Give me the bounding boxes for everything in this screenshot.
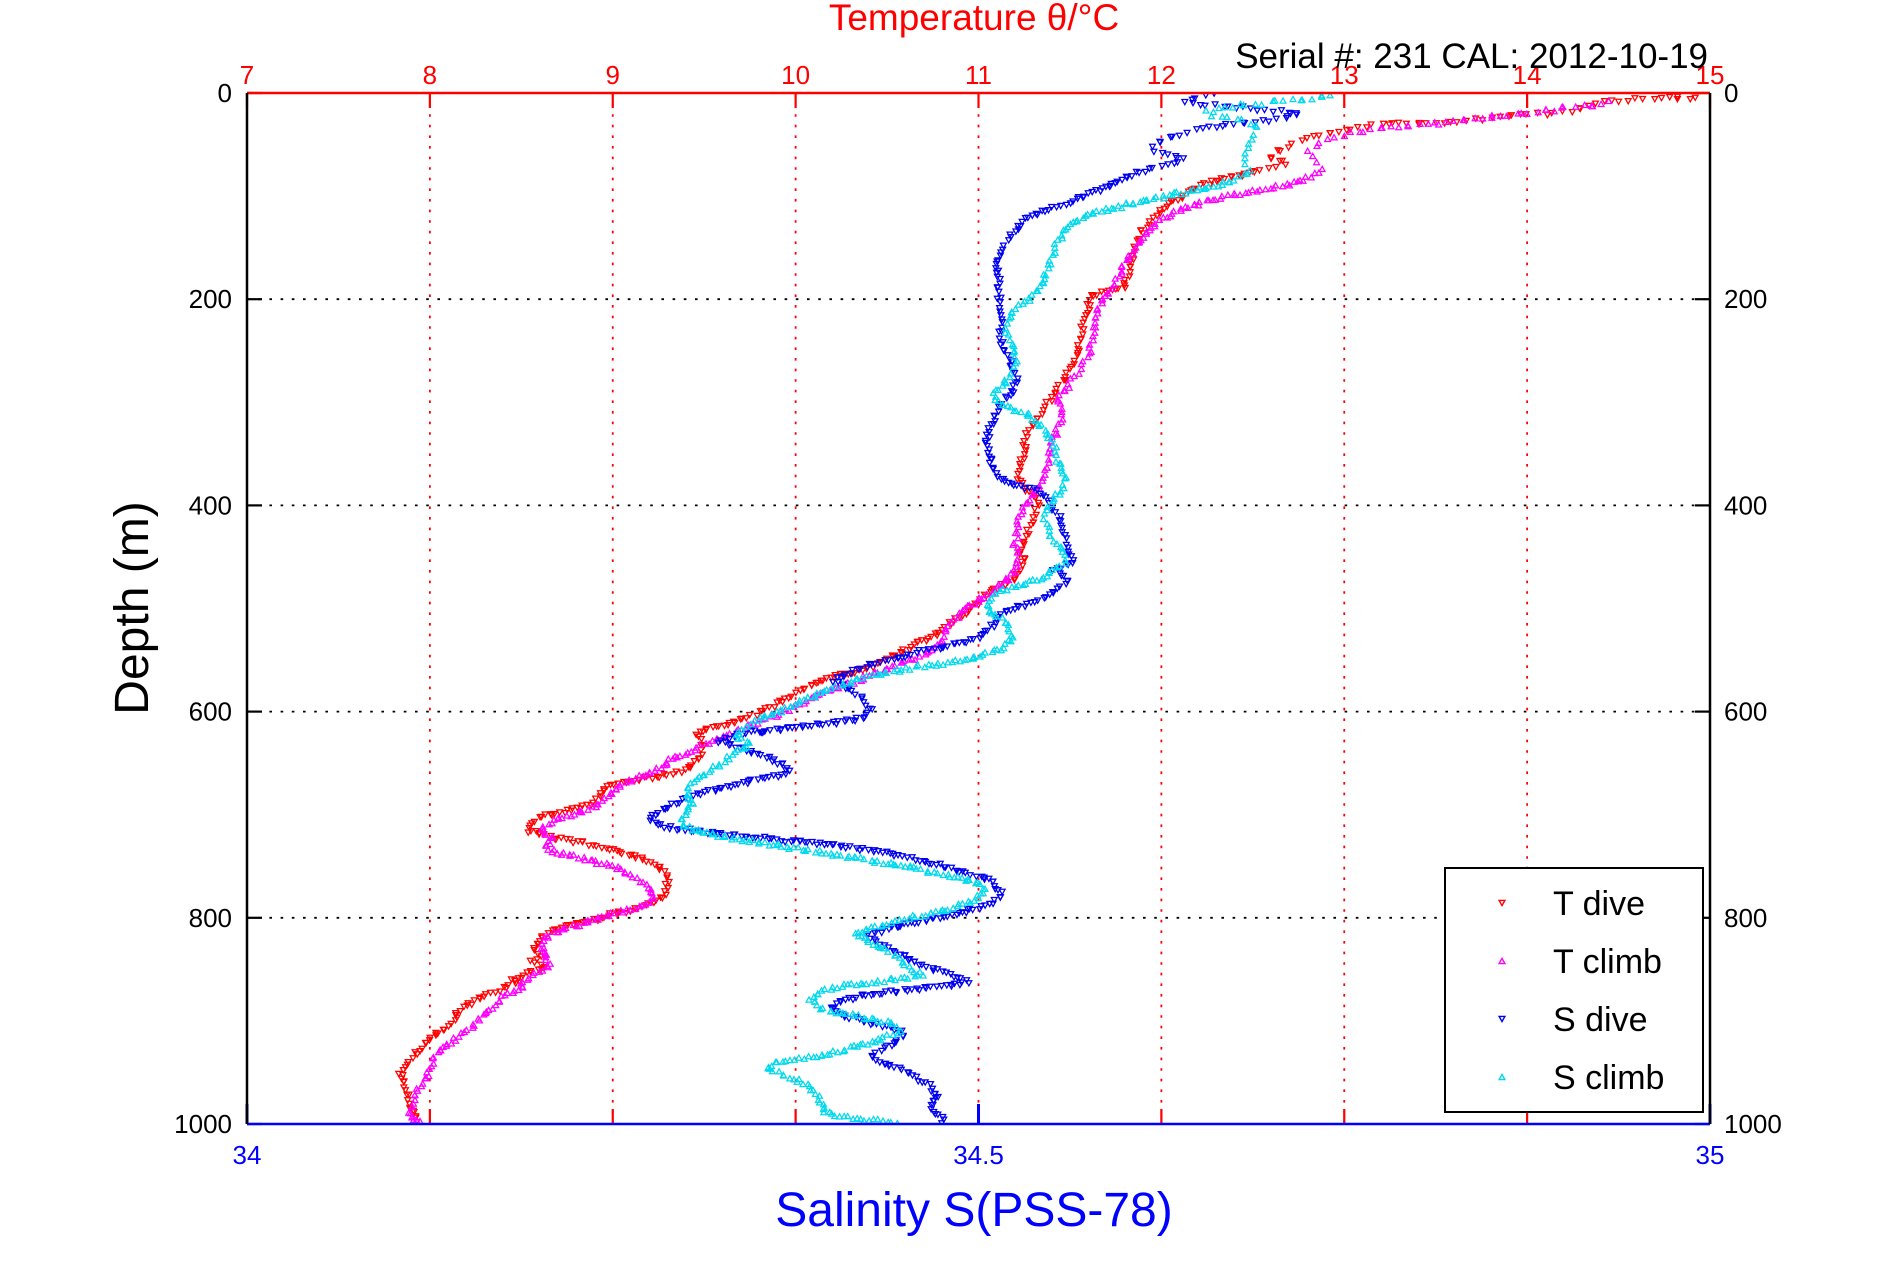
series-s-dive <box>646 93 1301 1124</box>
axis-tick-labels: 7 8 9 10 11 12 13 14 15 34 34.5 35 0 0 200 200 400 400 600… <box>174 60 1782 1170</box>
tick-label: 400 <box>1724 490 1767 520</box>
tick-label: 200 <box>189 284 232 314</box>
tick-label: 400 <box>189 490 232 520</box>
series-s-climb <box>677 93 1335 1124</box>
legend: T dive T climb S dive S climb <box>1444 867 1704 1113</box>
legend-box <box>1444 867 1704 1113</box>
tick-label: 14 <box>1513 60 1542 90</box>
legend-label-s-dive: S dive <box>1553 1001 1648 1039</box>
tick-label: 1000 <box>1724 1109 1782 1139</box>
tick-label: 0 <box>1724 78 1738 108</box>
x-axis-label-salinity: Salinity S(PSS-78) <box>775 1184 1172 1237</box>
tick-label: 600 <box>1724 697 1767 727</box>
tick-label: 1000 <box>174 1109 232 1139</box>
tick-label: 10 <box>781 60 810 90</box>
chart-title: Temperature θ/°C <box>829 0 1119 38</box>
legend-markers <box>1497 899 1507 1081</box>
tick-label: 8 <box>423 60 437 90</box>
tick-label: 0 <box>218 78 232 108</box>
tick-label: 800 <box>1724 903 1767 933</box>
calibration-note: Serial #: 231 CAL: 2012-10-19 <box>1235 37 1708 76</box>
data-series <box>394 93 1700 1124</box>
tick-label: 15 <box>1696 60 1725 90</box>
tick-label: 12 <box>1147 60 1176 90</box>
tick-label: 800 <box>189 903 232 933</box>
legend-label-s-climb: S climb <box>1553 1059 1664 1097</box>
tick-label: 34.5 <box>953 1140 1004 1170</box>
legend-marker-s-dive <box>1497 1015 1507 1024</box>
series-markers-s-dive <box>646 93 1301 1124</box>
tick-label: 600 <box>189 697 232 727</box>
legend-label-t-dive: T dive <box>1553 885 1645 923</box>
legend-label-t-climb: T climb <box>1553 943 1662 981</box>
y-axis-label: Depth (m) <box>106 501 159 714</box>
tick-label: 11 <box>965 60 992 90</box>
tick-label: 7 <box>240 60 254 90</box>
tick-label: 9 <box>606 60 620 90</box>
tick-label: 34 <box>233 1140 262 1170</box>
legend-marker-t-climb <box>1497 956 1507 965</box>
legend-marker-s-climb <box>1497 1072 1507 1081</box>
series-markers-s-climb <box>677 93 1335 1124</box>
tick-label: 200 <box>1724 284 1767 314</box>
tick-label: 13 <box>1330 60 1359 90</box>
legend-marker-t-dive <box>1497 899 1507 908</box>
tick-label: 35 <box>1696 1140 1725 1170</box>
